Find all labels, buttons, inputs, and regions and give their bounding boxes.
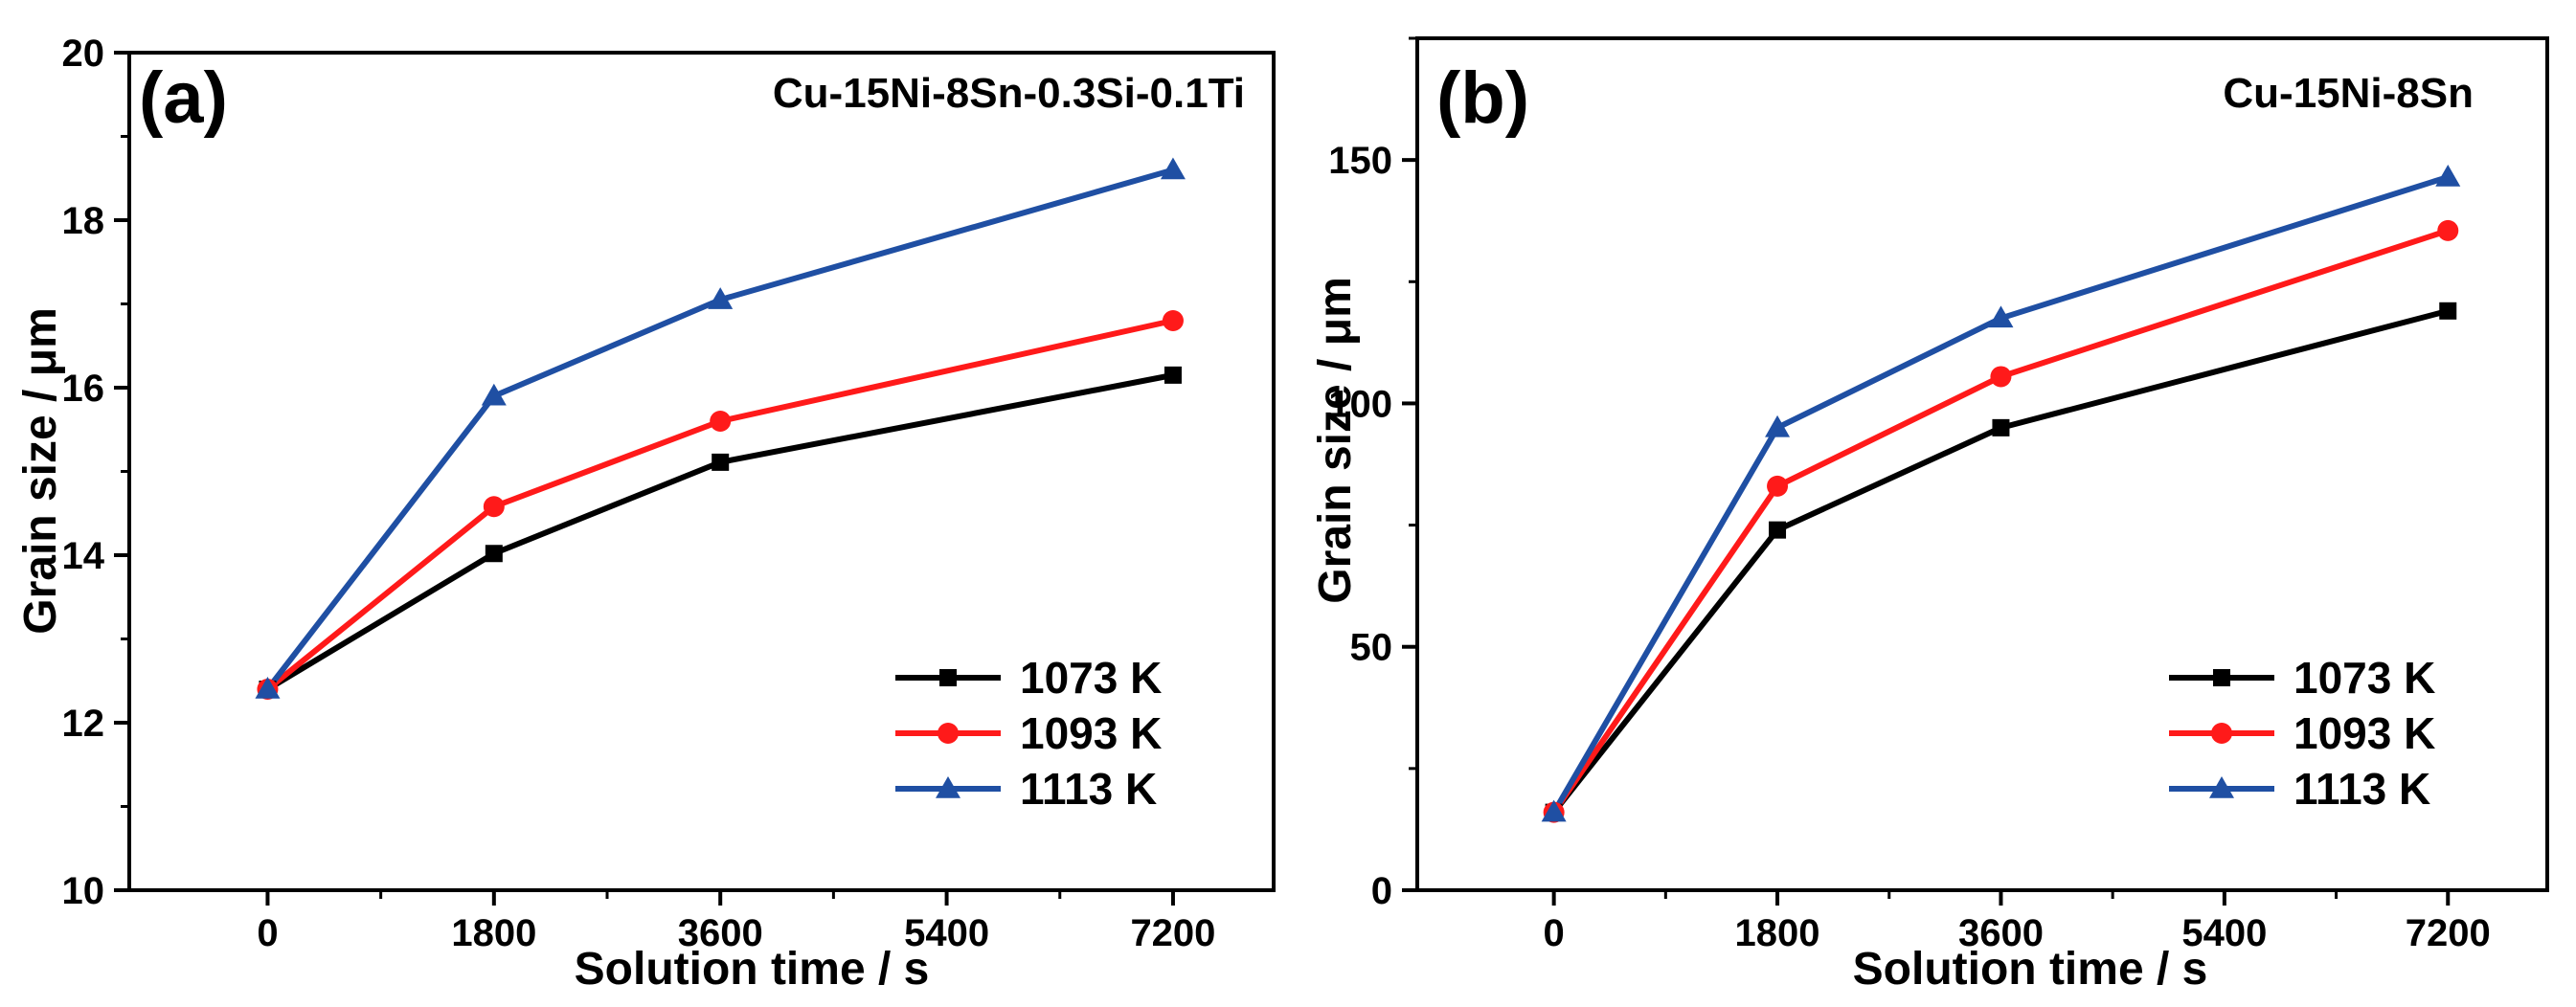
x-tick-label: 3600 (1958, 912, 2044, 954)
y-tick-label: 150 (1328, 140, 1392, 182)
legend-marker (2209, 776, 2234, 798)
x-tick-label: 7200 (2406, 912, 2491, 954)
x-tick-label: 5400 (2181, 912, 2267, 954)
data-point (483, 496, 505, 518)
legend-marker (938, 723, 959, 744)
series-line (265, 371, 1174, 692)
legend-label: 1073 K (1020, 653, 1162, 703)
y-axis-label: Grain size / μm (15, 307, 66, 634)
x-tick-label: 5400 (904, 912, 989, 954)
panel-a: (a) Cu-15Ni-8Sn-0.3Si-0.1Ti Solution tim… (15, 33, 1276, 995)
y-tick-label: 50 (1350, 627, 1393, 669)
data-point (1162, 310, 1184, 331)
data-point (1160, 157, 1186, 180)
series-lines (1551, 174, 2450, 815)
series-markers (255, 157, 1186, 700)
data-point (1541, 799, 1567, 822)
x-tick-label: 7200 (1130, 912, 1215, 954)
data-point (485, 545, 503, 563)
axis-ticks: 0 1800 3600 5400 7200 10 12 14 16 18 20 (62, 33, 1216, 954)
panel-b: (b) Cu-15Ni-8Sn Solution time / s Grain … (1310, 36, 2549, 995)
legend-label: 1113 K (1020, 764, 1157, 814)
data-point (1769, 521, 1787, 539)
data-point (481, 383, 507, 406)
legend-marker (936, 776, 960, 798)
series-markers (1541, 164, 2461, 823)
data-point (1164, 366, 1182, 384)
data-point (1988, 305, 2014, 328)
panel-label: (b) (1436, 57, 1529, 139)
data-point (2437, 219, 2459, 241)
data-point (2439, 302, 2457, 320)
series-line (1551, 174, 2450, 815)
data-point (1767, 475, 1789, 497)
series-line (1551, 228, 2450, 815)
data-point (2435, 164, 2461, 187)
chart-title: Cu-15Ni-8Sn-0.3Si-0.1Ti (773, 70, 1245, 117)
data-point (1990, 366, 2012, 388)
y-tick-label: 20 (62, 33, 105, 75)
legend-marker (2211, 723, 2232, 744)
x-tick-label: 1800 (1735, 912, 1820, 954)
y-tick-label: 14 (62, 535, 105, 577)
series-lines (265, 167, 1174, 692)
y-tick-label: 12 (62, 703, 105, 745)
chart-title: Cu-15Ni-8Sn (2223, 70, 2474, 117)
legend-marker (2213, 669, 2230, 686)
series-line (265, 318, 1174, 692)
axis-ticks: 0 1800 3600 5400 7200 0 50 100 150 (1328, 36, 2491, 954)
series-line (265, 167, 1174, 691)
data-point (1992, 418, 2010, 436)
x-tick-label: 3600 (678, 912, 763, 954)
legend-marker (939, 669, 957, 686)
x-tick-label: 1800 (451, 912, 536, 954)
x-tick-label: 0 (257, 912, 278, 954)
y-tick-label: 16 (62, 368, 105, 410)
x-axis-label: Solution time / s (1853, 944, 2208, 995)
legend-label: 1073 K (2294, 653, 2435, 703)
legend-label: 1093 K (1020, 708, 1162, 758)
legend-label: 1113 K (2294, 764, 2430, 814)
data-point (708, 287, 734, 309)
data-point (710, 411, 732, 432)
x-tick-label: 0 (1544, 912, 1565, 954)
data-point (255, 677, 281, 699)
y-tick-label: 100 (1328, 383, 1392, 425)
data-point (1765, 414, 1791, 437)
panel-label: (a) (139, 57, 228, 139)
data-point (712, 453, 730, 471)
y-tick-label: 18 (62, 200, 105, 242)
y-tick-label: 10 (62, 870, 105, 912)
plot-frame (1415, 36, 2549, 892)
x-axis-label: Solution time / s (575, 944, 930, 995)
y-axis-label: Grain size / μm (1310, 277, 1361, 603)
y-tick-label: 0 (1371, 870, 1392, 912)
legend-label: 1093 K (2294, 708, 2435, 758)
series-line (1551, 307, 2450, 815)
